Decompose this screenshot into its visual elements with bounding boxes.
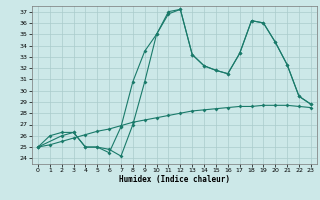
- X-axis label: Humidex (Indice chaleur): Humidex (Indice chaleur): [119, 175, 230, 184]
